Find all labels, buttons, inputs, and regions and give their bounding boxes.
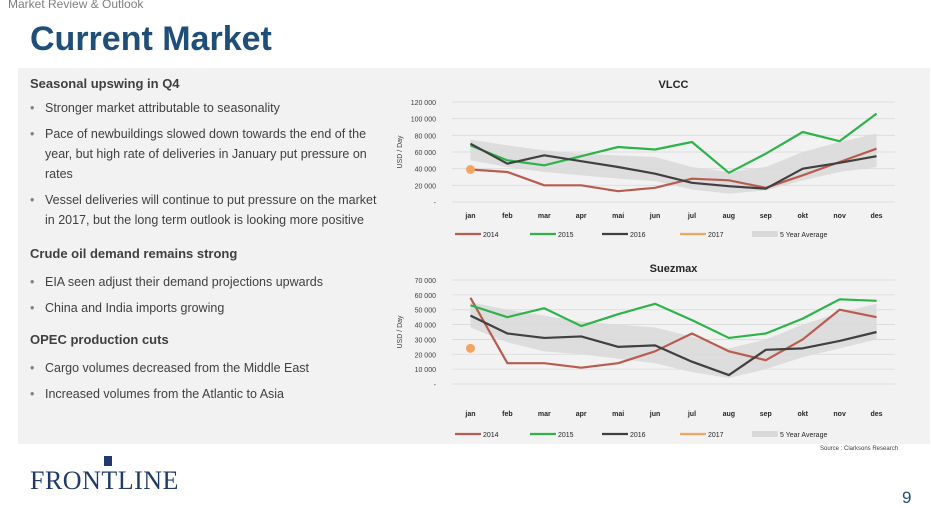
bullet: Stronger market attributable to seasonal…	[30, 98, 382, 118]
y-tick-label: 50 000	[415, 308, 437, 315]
y-tick-label: 20 000	[415, 183, 437, 190]
x-tick-label: aug	[723, 213, 735, 220]
legend-label: 2017	[708, 432, 724, 439]
bullet: Vessel deliveries will continue to put p…	[30, 190, 382, 230]
x-tick-label: des	[871, 411, 883, 418]
series-line-2015	[470, 112, 878, 174]
chart-title: Suezmax	[650, 263, 699, 275]
five-year-band	[470, 302, 877, 379]
y-tick-label: 60 000	[415, 293, 437, 300]
x-tick-label: aug	[723, 411, 735, 418]
source-note: Source : Clarksons Research	[820, 446, 899, 452]
page-title: Current Market	[30, 20, 272, 58]
series-line-2015	[470, 298, 877, 340]
series-point-2017	[465, 343, 475, 353]
x-tick-label: sep	[760, 411, 772, 418]
y-tick-label: 30 000	[415, 337, 437, 344]
suezmax-chart: Suezmax - 10 000 20 000 30 000 40 000 50 000 60…	[397, 263, 895, 439]
legend-label: 2015	[558, 432, 574, 439]
legend-label: 5 Year Average	[780, 432, 827, 439]
x-tick-label: feb	[502, 213, 513, 220]
x-tick-label: nov	[833, 411, 846, 418]
vlcc-chart: VLCC - 20 000 40 000 60 000 80 000 100 000 120 …	[397, 79, 895, 239]
heading-opec: OPEC production cuts	[30, 332, 169, 347]
y-tick-label: 20 000	[415, 352, 437, 359]
bullet: Cargo volumes decreased from the Middle …	[30, 358, 382, 378]
x-tick-label: okt	[797, 411, 808, 418]
y-axis-label: USD / Day	[397, 315, 404, 349]
y-axis-label: USD / Day	[397, 135, 404, 169]
frontline-logo: FRONTLINE	[30, 466, 179, 495]
y-tick-label: 40 000	[415, 323, 437, 330]
y-tick-label: 70 000	[415, 278, 437, 285]
x-tick-label: mai	[612, 411, 624, 418]
x-tick-label: mai	[612, 213, 624, 220]
logo-mark	[104, 456, 112, 466]
chart-title: VLCC	[659, 79, 689, 91]
x-tick-label: mar	[538, 213, 551, 220]
x-tick-label: mar	[538, 411, 551, 418]
y-tick-label: 120 000	[411, 100, 436, 107]
y-tick-label: 40 000	[415, 167, 437, 174]
series-point-2017	[465, 165, 475, 174]
x-tick-label: okt	[797, 213, 808, 220]
heading-seasonal: Seasonal upswing in Q4	[30, 76, 180, 91]
x-tick-label: apr	[576, 213, 587, 220]
bullet: Pace of newbuildings slowed down towards…	[30, 124, 382, 184]
bullet: Increased volumes from the Atlantic to A…	[30, 384, 382, 404]
series-line-2014	[469, 297, 877, 369]
x-tick-label: jan	[464, 411, 475, 418]
legend-label: 2016	[630, 432, 646, 439]
x-tick-label: jan	[464, 213, 475, 220]
heading-demand: Crude oil demand remains strong	[30, 246, 238, 261]
x-tick-label: apr	[576, 411, 587, 418]
five-year-band	[470, 133, 877, 194]
series-line-2016	[469, 314, 877, 377]
y-tick-label: 100 000	[411, 117, 436, 124]
legend-label: 2014	[483, 432, 499, 439]
x-tick-label: jul	[687, 411, 696, 418]
page-number: 9	[902, 488, 912, 507]
x-tick-label: jun	[649, 213, 661, 220]
legend-label: 2016	[630, 232, 646, 239]
y-tick-label: -	[434, 200, 437, 207]
x-tick-label: des	[871, 213, 883, 220]
x-tick-label: nov	[833, 213, 846, 220]
legend-label: 2017	[708, 232, 724, 239]
legend-label: 5 Year Average	[780, 232, 827, 239]
text-column: Seasonal upswing in Q4 Stronger market a…	[30, 72, 382, 410]
series-line-2014	[470, 147, 877, 193]
y-tick-label: 60 000	[415, 150, 437, 157]
x-tick-label: jun	[649, 411, 661, 418]
y-tick-label: -	[434, 382, 437, 389]
series-line-2016	[469, 142, 877, 190]
legend-label: 2015	[558, 232, 574, 239]
x-tick-label: jul	[687, 213, 696, 220]
x-tick-label: feb	[502, 411, 513, 418]
x-tick-label: sep	[760, 213, 772, 220]
bullet: EIA seen adjust their demand projections…	[30, 272, 382, 292]
y-tick-label: 80 000	[415, 133, 437, 140]
bullet: China and India imports growing	[30, 298, 382, 318]
section-label: Market Review & Outlook	[8, 0, 144, 11]
legend-label: 2014	[483, 232, 499, 239]
y-tick-label: 10 000	[415, 367, 437, 374]
